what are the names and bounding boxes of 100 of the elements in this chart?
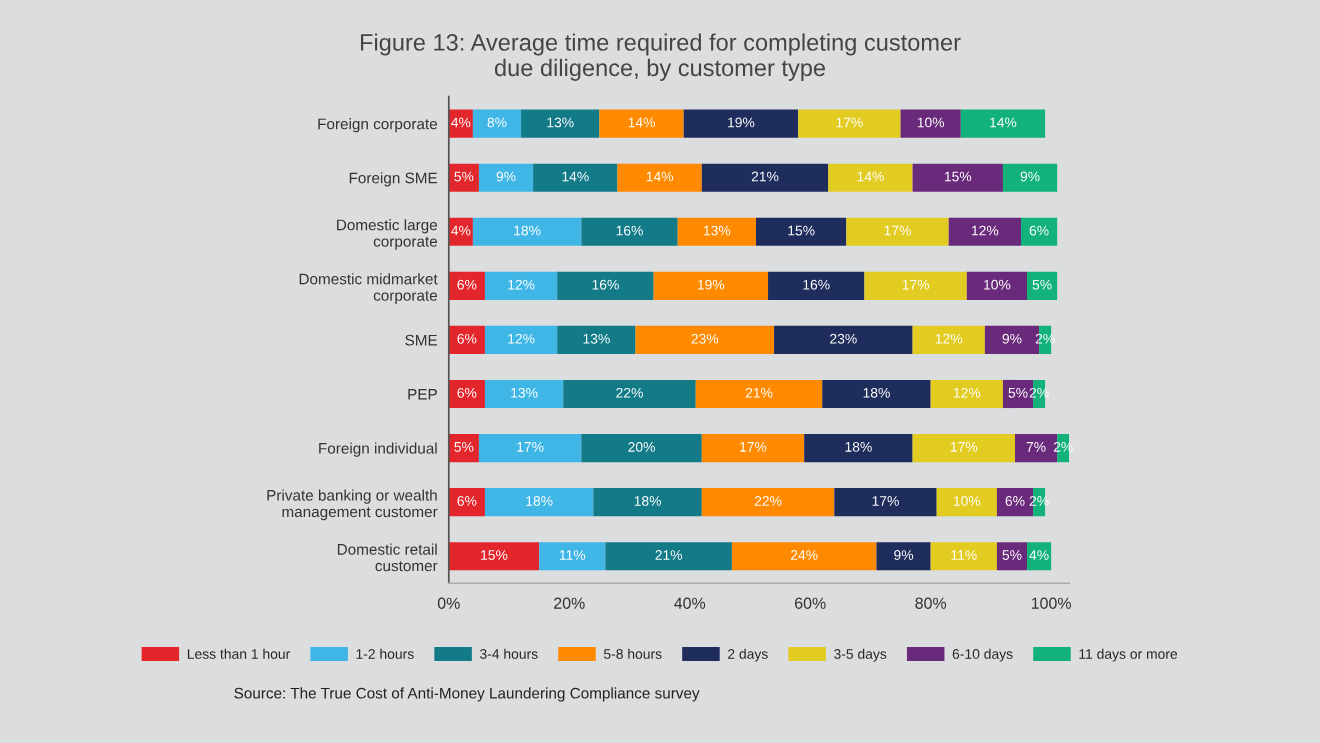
data-label: 5% — [454, 171, 474, 182]
bar — [996, 542, 1028, 571]
bar — [605, 542, 732, 571]
bar — [593, 488, 702, 517]
bar — [1027, 271, 1058, 300]
data-label: 21% — [745, 387, 773, 398]
data-label: 14% — [562, 171, 589, 182]
data-label: 9% — [1020, 171, 1040, 182]
y-tick-label: Domestic retail customer — [337, 543, 438, 572]
bar — [1021, 217, 1058, 246]
data-label: 11% — [951, 550, 977, 560]
bar — [1027, 542, 1052, 571]
bar — [472, 109, 522, 138]
data-label: 17% — [836, 117, 863, 128]
data-label: 6% — [1029, 225, 1049, 236]
data-label: 12% — [508, 333, 535, 344]
legend-label: Less than 1 hour — [187, 648, 291, 659]
bar — [484, 325, 558, 354]
bar — [755, 217, 847, 246]
y-tick-label: SME — [405, 334, 438, 346]
bar — [484, 271, 558, 300]
y-tick-label: Domestic large corporate — [337, 219, 438, 250]
x-tick-label: 100% — [1031, 597, 1071, 609]
bar — [960, 109, 1046, 138]
data-label: 15% — [788, 225, 815, 236]
bar — [701, 488, 835, 517]
data-label: 15% — [481, 550, 508, 560]
data-label: 4% — [451, 117, 471, 128]
data-label: 18% — [526, 496, 553, 506]
bar — [478, 163, 534, 192]
x-tick-label: 20% — [554, 597, 585, 609]
bar — [539, 542, 606, 571]
x-tick-label: 80% — [915, 597, 947, 609]
bar — [798, 109, 901, 138]
data-label: 6% — [457, 496, 477, 506]
data-label: 9% — [1002, 333, 1022, 344]
data-label: 22% — [754, 496, 782, 506]
bar — [701, 163, 829, 192]
bar — [828, 163, 913, 192]
legend-label: 5-8 hours — [603, 648, 662, 659]
data-label: 10% — [953, 496, 981, 506]
data-label: 5% — [1002, 550, 1022, 560]
bar — [683, 109, 799, 138]
bar — [448, 271, 485, 300]
legend-label: 3-5 days — [834, 648, 887, 662]
data-label: 14% — [628, 117, 655, 128]
data-label: 11% — [559, 550, 586, 560]
bar — [731, 542, 877, 571]
bar — [635, 325, 775, 354]
bar — [533, 163, 618, 192]
bar — [768, 271, 865, 300]
legend-label: 3-4 hours — [479, 648, 538, 659]
data-label: 17% — [950, 442, 978, 452]
source-note: Source: The True Cost of Anti-Money Laundering Compliance survey — [234, 687, 700, 702]
bar — [822, 379, 931, 409]
data-label: 24% — [790, 550, 818, 560]
bar — [677, 217, 756, 246]
y-tick-label: Foreign SME — [349, 172, 438, 187]
data-label: 12% — [935, 333, 963, 344]
data-label: 14% — [990, 117, 1017, 128]
data-label: 18% — [845, 441, 872, 452]
bar — [599, 109, 684, 138]
bar — [912, 325, 985, 354]
bar — [948, 217, 1022, 246]
y-tick-label: Domestic midmarket corporate — [299, 273, 438, 304]
data-label: 13% — [511, 387, 538, 398]
data-label: 12% — [972, 225, 999, 236]
data-label: 16% — [616, 225, 643, 236]
data-label: 4% — [451, 225, 471, 236]
data-label: 21% — [751, 171, 779, 182]
data-label: 23% — [830, 333, 857, 344]
data-label: 17% — [517, 442, 544, 452]
data-label: 5% — [454, 442, 474, 452]
bar — [900, 109, 961, 138]
data-label: 19% — [697, 279, 725, 290]
y-tick-label: PEP — [408, 389, 437, 400]
bar — [864, 271, 967, 300]
data-label: 10% — [984, 279, 1011, 290]
chart-title: Figure 13: Average time required for completing customer due diligence, by customer type — [360, 33, 961, 81]
data-label: 4% — [1029, 550, 1049, 560]
data-label: 5% — [1032, 279, 1052, 290]
data-label: 13% — [704, 225, 731, 236]
data-label: 15% — [944, 171, 972, 182]
data-label: 21% — [655, 550, 683, 560]
data-label: 6% — [1005, 496, 1025, 506]
data-label: 10% — [917, 117, 945, 128]
data-label: 17% — [872, 496, 899, 506]
bar — [484, 379, 564, 409]
data-label: 18% — [514, 225, 541, 236]
x-tick-label: 40% — [674, 597, 706, 609]
data-label: 14% — [646, 171, 674, 182]
y-tick-label: Private banking or wealth management customer — [267, 489, 438, 521]
data-label: 19% — [728, 117, 755, 128]
bar — [448, 488, 485, 517]
data-label: 17% — [902, 279, 930, 290]
legend-label: 11 days or more — [1079, 648, 1178, 662]
bar — [448, 379, 485, 409]
legend-label: 1-2 hours — [356, 648, 414, 659]
legend-label: 6-10 days — [952, 648, 1013, 662]
bar — [581, 434, 702, 463]
